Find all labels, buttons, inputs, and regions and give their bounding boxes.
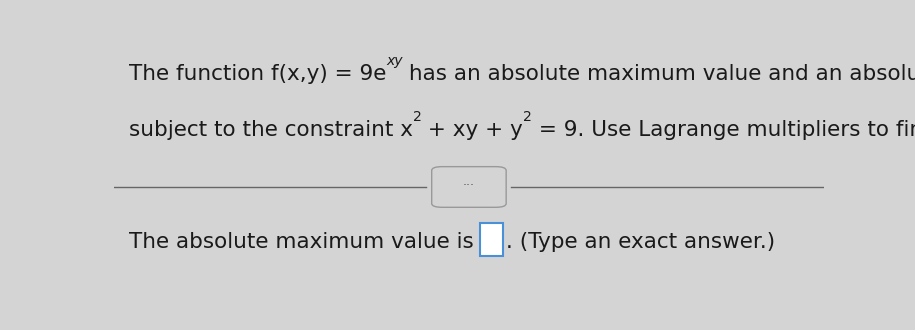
FancyBboxPatch shape: [480, 222, 503, 255]
Text: The absolute maximum value is: The absolute maximum value is: [128, 232, 480, 252]
Text: . (Type an exact answer.): . (Type an exact answer.): [506, 232, 776, 252]
Text: has an absolute maximum value and an absolute minimum value: has an absolute maximum value and an abs…: [403, 64, 915, 84]
Text: subject to the constraint x: subject to the constraint x: [128, 120, 413, 140]
Text: + xy + y: + xy + y: [422, 120, 523, 140]
Text: The function f(x,y) = 9e: The function f(x,y) = 9e: [128, 64, 386, 84]
Text: xy: xy: [386, 54, 403, 68]
Text: = 9. Use Lagrange multipliers to find these values.: = 9. Use Lagrange multipliers to find th…: [532, 120, 915, 140]
FancyBboxPatch shape: [432, 167, 506, 207]
Text: ···: ···: [463, 179, 475, 192]
Text: 2: 2: [523, 110, 532, 124]
Text: 2: 2: [413, 110, 422, 124]
